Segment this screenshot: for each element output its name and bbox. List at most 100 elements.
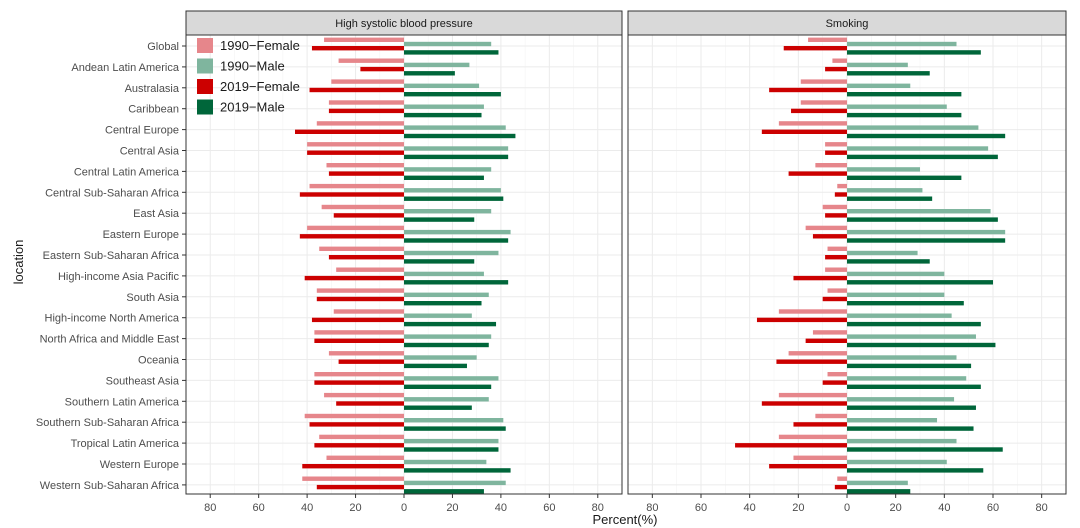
- y-tick-label-central-asia: Central Asia: [120, 146, 180, 158]
- x-tick-label: 20: [349, 502, 361, 514]
- legend-swatch-2019-male: [197, 99, 213, 115]
- bar-2019-female-central-sub-saharan-africa: [834, 192, 847, 197]
- bar-1990-male-southern-sub-saharan-africa: [404, 418, 504, 423]
- bar-1990-female-eastern-sub-saharan-africa: [827, 246, 847, 251]
- bar-2019-male-south-asia: [404, 301, 482, 306]
- bar-2019-male-southern-sub-saharan-africa: [404, 426, 506, 431]
- bar-1990-female-western-sub-saharan-africa: [837, 476, 847, 481]
- bar-2019-male-high-income-asia-pacific: [847, 280, 993, 285]
- bar-2019-male-high-income-asia-pacific: [404, 280, 509, 285]
- bar-2019-male-southern-latin-america: [847, 405, 976, 410]
- x-tick-label: 40: [301, 502, 313, 514]
- y-tick-label-south-asia: South Asia: [126, 292, 179, 304]
- bar-2019-male-east-asia: [404, 217, 475, 222]
- y-tick-label-southeast-asia: Southeast Asia: [106, 375, 180, 387]
- bar-1990-male-western-sub-saharan-africa: [847, 480, 908, 486]
- y-tick-label-east-asia: East Asia: [133, 208, 180, 220]
- bar-2019-female-eastern-sub-saharan-africa: [328, 255, 404, 260]
- legend-label-2019-female: 2019−Female: [220, 79, 300, 94]
- bar-2019-female-western-sub-saharan-africa: [834, 484, 847, 490]
- bar-1990-male-australasia: [404, 83, 480, 88]
- bar-1990-female-eastern-europe: [805, 225, 847, 231]
- bar-2019-female-andean-latin-america: [825, 66, 847, 72]
- bar-2019-female-central-sub-saharan-africa: [299, 192, 404, 197]
- panel-title: High systolic blood pressure: [335, 18, 473, 30]
- x-tick-label: 20: [890, 502, 902, 514]
- bar-1990-male-eastern-sub-saharan-africa: [404, 250, 499, 256]
- bar-1990-male-andean-latin-america: [847, 62, 908, 68]
- bar-2019-male-central-sub-saharan-africa: [404, 196, 504, 201]
- bar-2019-female-north-africa-and-middle-east: [314, 338, 404, 343]
- bar-2019-female-caribbean: [791, 108, 847, 114]
- x-tick-label: 60: [253, 502, 265, 514]
- bar-2019-female-eastern-europe: [299, 234, 404, 239]
- bar-2019-female-global: [311, 46, 404, 51]
- bar-1990-male-western-europe: [847, 459, 947, 465]
- bar-2019-female-oceania: [338, 359, 404, 364]
- x-tick-label: 40: [938, 502, 950, 514]
- bar-1990-male-western-europe: [404, 459, 487, 465]
- bar-2019-female-andean-latin-america: [360, 66, 404, 72]
- y-tick-label-central-sub-saharan-africa: Central Sub-Saharan Africa: [45, 187, 180, 199]
- legend-label-2019-male: 2019−Male: [220, 100, 285, 115]
- bar-2019-female-western-sub-saharan-africa: [316, 484, 404, 490]
- legend-label-1990-male: 1990−Male: [220, 59, 285, 74]
- bar-1990-female-southeast-asia: [827, 372, 847, 377]
- bar-1990-male-high-income-asia-pacific: [847, 271, 945, 277]
- x-tick-label: 80: [1036, 502, 1048, 514]
- bar-1990-female-western-europe: [793, 455, 847, 460]
- y-tick-label-central-europe: Central Europe: [105, 125, 179, 137]
- bar-1990-male-south-asia: [847, 292, 945, 297]
- bar-1990-female-eastern-europe: [307, 225, 404, 231]
- y-axis-title: location: [11, 240, 26, 285]
- bar-1990-female-central-europe: [778, 121, 847, 126]
- bar-1990-male-southern-latin-america: [404, 397, 489, 402]
- y-tick-label-australasia: Australasia: [125, 83, 180, 95]
- bar-2019-female-western-europe: [302, 464, 404, 469]
- bar-2019-female-global: [783, 46, 847, 51]
- bar-1990-female-andean-latin-america: [832, 58, 847, 63]
- bar-2019-male-caribbean: [404, 112, 482, 118]
- bar-2019-female-southern-sub-saharan-africa: [309, 422, 404, 427]
- bar-1990-female-central-asia: [825, 142, 847, 147]
- bar-1990-male-tropical-latin-america: [404, 438, 499, 444]
- panel-title: Smoking: [826, 18, 869, 30]
- y-tick-label-oceania: Oceania: [138, 355, 180, 367]
- bar-1990-female-southern-sub-saharan-africa: [304, 413, 404, 419]
- y-tick-label-southern-sub-saharan-africa: Southern Sub-Saharan Africa: [36, 417, 180, 429]
- bar-2019-male-southern-latin-america: [404, 405, 472, 410]
- bar-2019-female-australasia: [309, 87, 404, 93]
- bar-2019-male-global: [404, 50, 499, 55]
- bar-2019-female-east-asia: [333, 213, 404, 218]
- bar-1990-female-east-asia: [822, 204, 847, 210]
- legend-label-1990-female: 1990−Female: [220, 38, 300, 53]
- bar-1990-male-central-asia: [404, 146, 509, 151]
- bar-2019-male-southern-sub-saharan-africa: [847, 426, 974, 431]
- x-tick-label: 60: [695, 502, 707, 514]
- bar-1990-male-south-asia: [404, 292, 489, 297]
- x-tick-label: 20: [446, 502, 458, 514]
- bar-2019-male-australasia: [847, 92, 962, 97]
- bar-2019-female-southeast-asia: [822, 380, 847, 385]
- bar-1990-female-andean-latin-america: [338, 58, 404, 63]
- bar-1990-female-caribbean: [800, 100, 847, 105]
- bar-1990-female-central-sub-saharan-africa: [837, 183, 847, 189]
- bar-1990-male-western-sub-saharan-africa: [404, 480, 506, 486]
- y-tick-label-eastern-europe: Eastern Europe: [103, 229, 179, 241]
- bar-2019-female-southeast-asia: [314, 380, 404, 385]
- bar-2019-female-central-europe: [761, 129, 847, 134]
- bar-2019-female-central-asia: [825, 150, 847, 155]
- bar-2019-male-oceania: [404, 363, 467, 369]
- bar-2019-male-central-latin-america: [847, 175, 962, 180]
- bar-1990-female-central-sub-saharan-africa: [309, 183, 404, 189]
- bar-2019-male-southeast-asia: [847, 384, 981, 389]
- bar-2019-male-central-asia: [404, 154, 509, 160]
- bar-1990-male-central-europe: [847, 125, 979, 130]
- bar-1990-male-southern-latin-america: [847, 397, 955, 402]
- bar-2019-male-central-latin-america: [404, 175, 484, 180]
- bar-1990-male-oceania: [404, 355, 477, 360]
- bar-2019-male-east-asia: [847, 217, 998, 222]
- panel-2: Smoking 80 60 40 20 0 20 40 60 80: [627, 10, 1067, 514]
- panel-1: High systolic blood pressure 80 60 40 20 0 20 4…: [36, 10, 623, 514]
- bar-2019-female-south-asia: [316, 296, 404, 302]
